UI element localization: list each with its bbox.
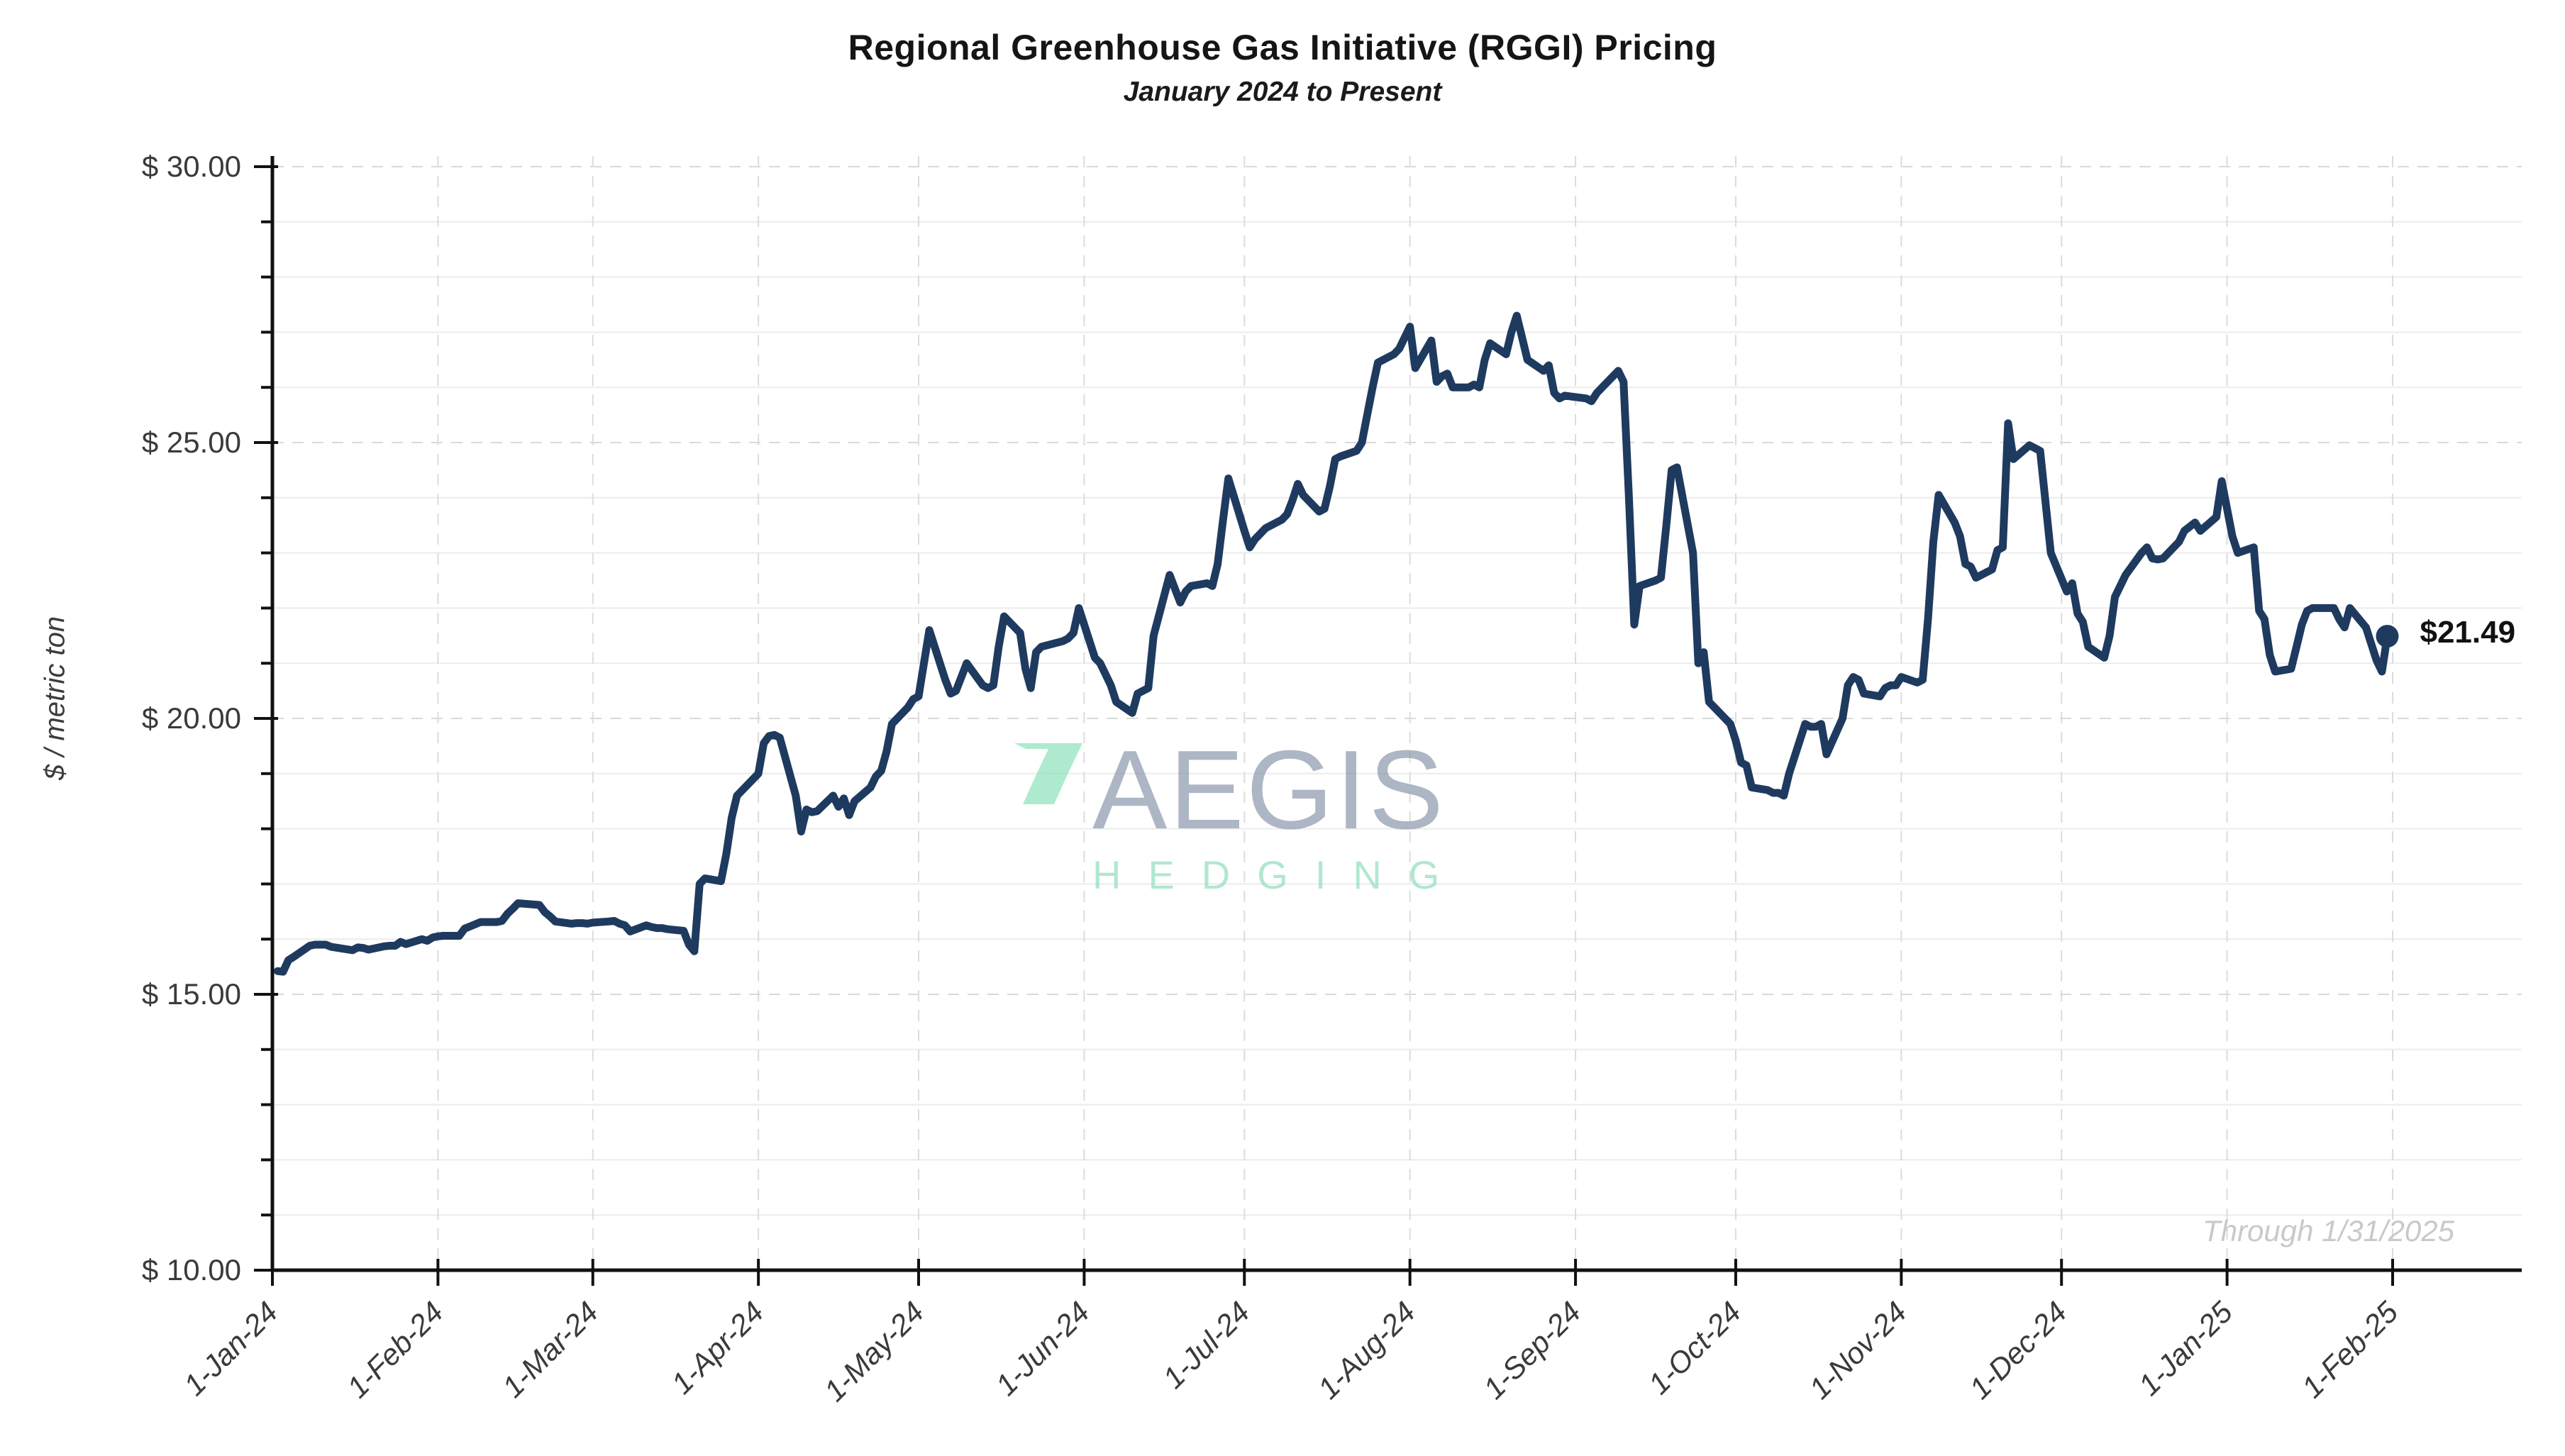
x-tick-label: 1-Dec-24 xyxy=(1963,1295,2073,1405)
price-line xyxy=(274,311,2391,976)
x-tick-label: 1-Aug-24 xyxy=(1312,1295,1422,1405)
last-price-dot xyxy=(2376,625,2399,648)
y-axis-title: $ / metric ton xyxy=(39,616,71,781)
through-date-note: Through 1/31/2025 xyxy=(2203,1214,2454,1247)
x-tick-label: 1-Feb-24 xyxy=(340,1295,450,1404)
x-tick-label: 1-May-24 xyxy=(818,1295,931,1408)
y-tick-label: $ 10.00 xyxy=(142,1253,241,1286)
y-tick-label: $ 20.00 xyxy=(142,701,241,735)
x-tick-label: 1-Jan-24 xyxy=(177,1295,284,1401)
x-tick-label: 1-Jun-24 xyxy=(989,1295,1095,1401)
x-tick-label: 1-Apr-24 xyxy=(665,1295,770,1400)
x-tick-label: 1-Feb-25 xyxy=(2295,1295,2405,1404)
chart-subtitle: January 2024 to Present xyxy=(1123,77,1442,107)
x-tick-label: 1-Nov-24 xyxy=(1802,1295,1912,1405)
y-tick-label: $ 30.00 xyxy=(142,150,241,183)
x-tick-label: 1-Oct-24 xyxy=(1642,1295,1748,1401)
y-tick-label: $ 15.00 xyxy=(142,977,241,1011)
chart-title: Regional Greenhouse Gas Initiative (RGGI… xyxy=(848,28,1717,67)
x-tick-label: 1-Mar-24 xyxy=(496,1295,604,1404)
x-tick-label: 1-Jan-25 xyxy=(2132,1295,2239,1402)
x-tick-label: 1-Jul-24 xyxy=(1156,1295,1256,1395)
last-price-label: $21.49 xyxy=(2420,615,2516,650)
x-tick-label: 1-Sep-24 xyxy=(1477,1295,1587,1405)
y-tick-label: $ 25.00 xyxy=(142,426,241,459)
